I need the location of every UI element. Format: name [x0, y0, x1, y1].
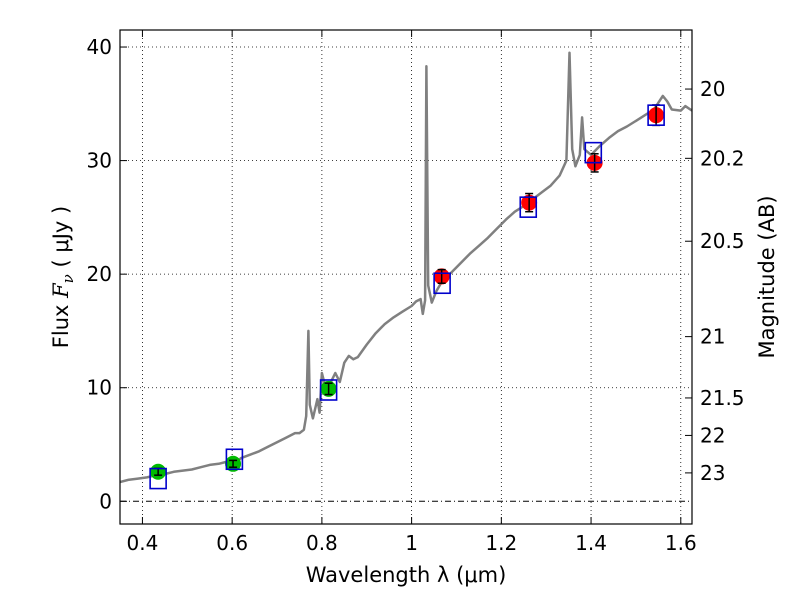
x-tick-label: 0.8	[306, 531, 338, 555]
model-box	[319, 379, 338, 401]
x-tick-label: 1.2	[485, 531, 517, 555]
model-box	[519, 196, 538, 218]
y2-tick-label: 22	[700, 423, 725, 447]
y2-tick-label: 20.5	[700, 229, 745, 253]
y-tick-label: 20	[87, 262, 112, 286]
model-box	[225, 448, 244, 471]
y-axis-label-suffix: ( μJy )	[49, 206, 73, 274]
y2-tick-label: 23	[700, 461, 725, 485]
y-axis-label-var: F	[49, 282, 73, 299]
model-box	[433, 272, 451, 295]
tick-labels: 0.4 0.6 0.8 1 1.2 1.4 1.6 0 10 20 30 40 20 20.2 20.5 21…	[87, 35, 745, 555]
y-tick-label: 30	[87, 149, 112, 173]
y2-tick-label: 20.2	[700, 146, 745, 170]
y-tick-label: 0	[99, 489, 112, 513]
y2-tick-label: 21	[700, 325, 725, 349]
model-box	[584, 141, 603, 164]
ticks	[120, 30, 692, 524]
x-tick-label: 1.4	[575, 531, 607, 555]
x-tick-label: 1	[405, 531, 418, 555]
plot-frame	[119, 29, 693, 525]
x-tick-label: 0.6	[216, 531, 248, 555]
x-axis-label: Wavelength λ (μm)	[306, 563, 507, 587]
y-axis-label-prefix: Flux	[49, 298, 73, 348]
x-tick-label: 0.4	[127, 531, 159, 555]
plot-area	[120, 30, 692, 524]
model-box	[149, 467, 167, 490]
y-axis-label: Flux Fν ( μJy )	[49, 206, 77, 348]
model-box	[647, 104, 665, 126]
y-tick-label: 40	[87, 35, 112, 59]
x-tick-label: 1.6	[665, 531, 697, 555]
y2-tick-label: 21.5	[700, 386, 745, 410]
y-axis-label-sub: ν	[59, 274, 77, 283]
y-tick-label: 10	[87, 376, 112, 400]
y2-axis-label: Magnitude (AB)	[755, 195, 779, 358]
data-marks	[149, 104, 665, 490]
y2-tick-label: 20	[700, 77, 725, 101]
